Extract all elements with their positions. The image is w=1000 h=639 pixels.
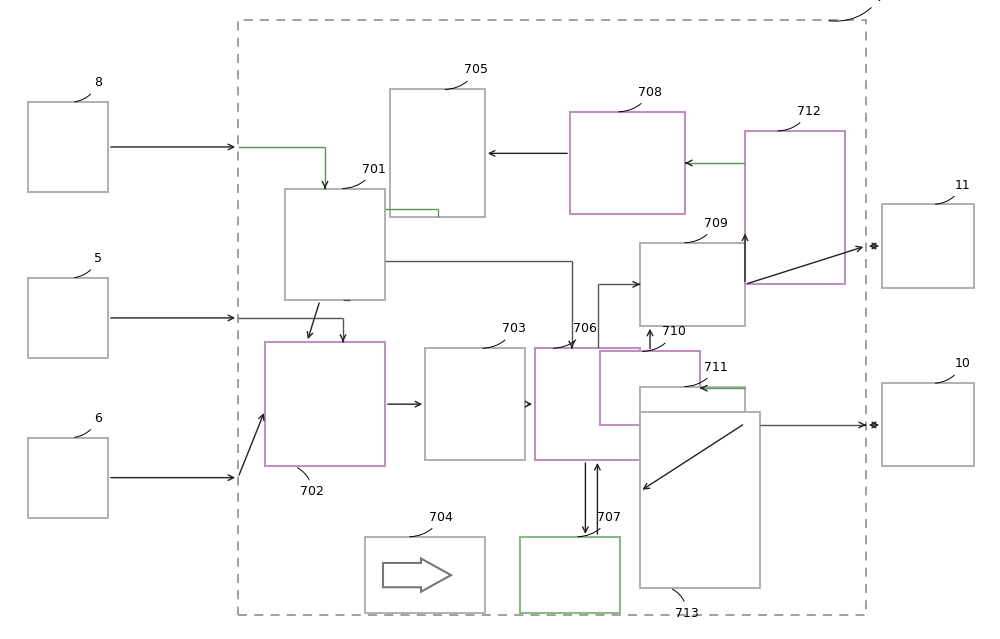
Text: 705: 705 xyxy=(445,63,488,89)
FancyBboxPatch shape xyxy=(285,189,385,300)
FancyBboxPatch shape xyxy=(882,383,974,466)
Text: 706: 706 xyxy=(554,322,597,348)
Text: 710: 710 xyxy=(643,325,686,351)
Text: 10: 10 xyxy=(935,357,970,383)
Text: 701: 701 xyxy=(343,162,386,189)
FancyBboxPatch shape xyxy=(28,278,108,358)
Text: 704: 704 xyxy=(410,511,453,537)
Text: 6: 6 xyxy=(75,412,102,437)
FancyBboxPatch shape xyxy=(265,342,385,466)
Text: 703: 703 xyxy=(483,322,526,348)
Text: 709: 709 xyxy=(685,217,728,243)
FancyBboxPatch shape xyxy=(390,89,485,217)
FancyBboxPatch shape xyxy=(520,537,620,613)
Text: 711: 711 xyxy=(685,360,728,387)
Text: 5: 5 xyxy=(75,252,102,277)
Text: 702: 702 xyxy=(297,468,324,498)
FancyBboxPatch shape xyxy=(640,387,745,460)
Text: 707: 707 xyxy=(578,511,621,537)
Text: 708: 708 xyxy=(619,86,662,112)
Text: 11: 11 xyxy=(935,178,970,204)
FancyBboxPatch shape xyxy=(600,351,700,425)
FancyBboxPatch shape xyxy=(882,204,974,288)
FancyBboxPatch shape xyxy=(640,243,745,326)
FancyBboxPatch shape xyxy=(745,131,845,284)
FancyBboxPatch shape xyxy=(535,348,640,460)
FancyBboxPatch shape xyxy=(365,537,485,613)
FancyBboxPatch shape xyxy=(28,102,108,192)
FancyBboxPatch shape xyxy=(570,112,685,214)
Text: 8: 8 xyxy=(75,76,102,102)
FancyBboxPatch shape xyxy=(425,348,525,460)
FancyBboxPatch shape xyxy=(640,412,760,588)
FancyBboxPatch shape xyxy=(28,438,108,518)
FancyArrow shape xyxy=(383,558,451,592)
Text: 712: 712 xyxy=(778,105,821,131)
Text: 713: 713 xyxy=(672,589,699,620)
Text: 7: 7 xyxy=(829,0,885,21)
